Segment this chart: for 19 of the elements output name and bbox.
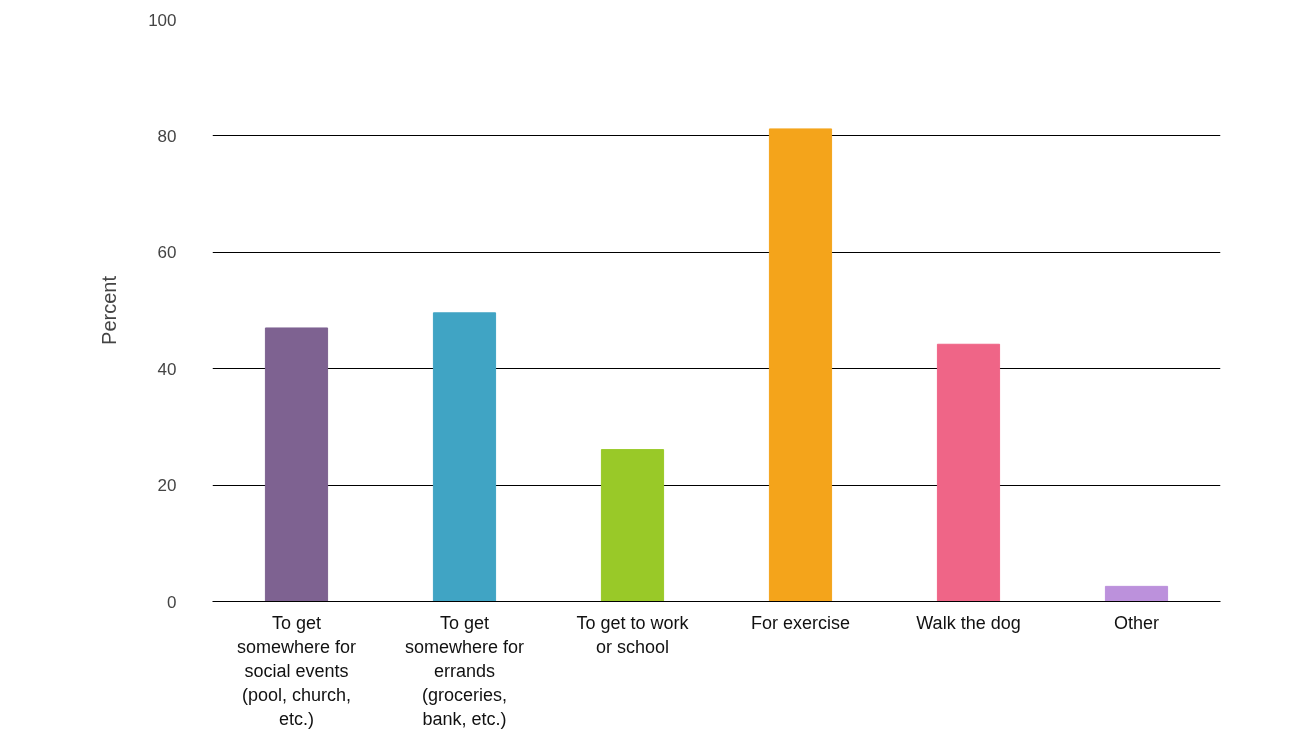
bar	[432, 312, 497, 602]
x-tick-label: To get somewhere for errands (groceries, bank, etc.)	[404, 612, 525, 729]
y-tick-label: 40	[157, 359, 177, 379]
y-tick-label: 20	[157, 476, 177, 496]
y-tick-label: 60	[157, 243, 177, 263]
bar	[600, 449, 665, 602]
y-tick-label: 80	[157, 126, 177, 146]
y-tick-label: 0	[167, 592, 177, 612]
y-axis-title: Percent	[98, 275, 121, 345]
bar	[768, 128, 833, 602]
x-tick-label: For exercise	[750, 612, 851, 633]
x-tick-label: Other	[1113, 612, 1160, 633]
x-tick-label: To get to work or school	[576, 612, 690, 657]
bar	[264, 327, 329, 602]
x-tick-label: To get somewhere for social events (pool, church, etc.)	[236, 612, 357, 729]
bar	[1104, 585, 1169, 602]
y-tick-label: 100	[148, 10, 177, 30]
x-tick-label: Walk the dog	[916, 612, 1021, 633]
bar	[936, 343, 1001, 602]
